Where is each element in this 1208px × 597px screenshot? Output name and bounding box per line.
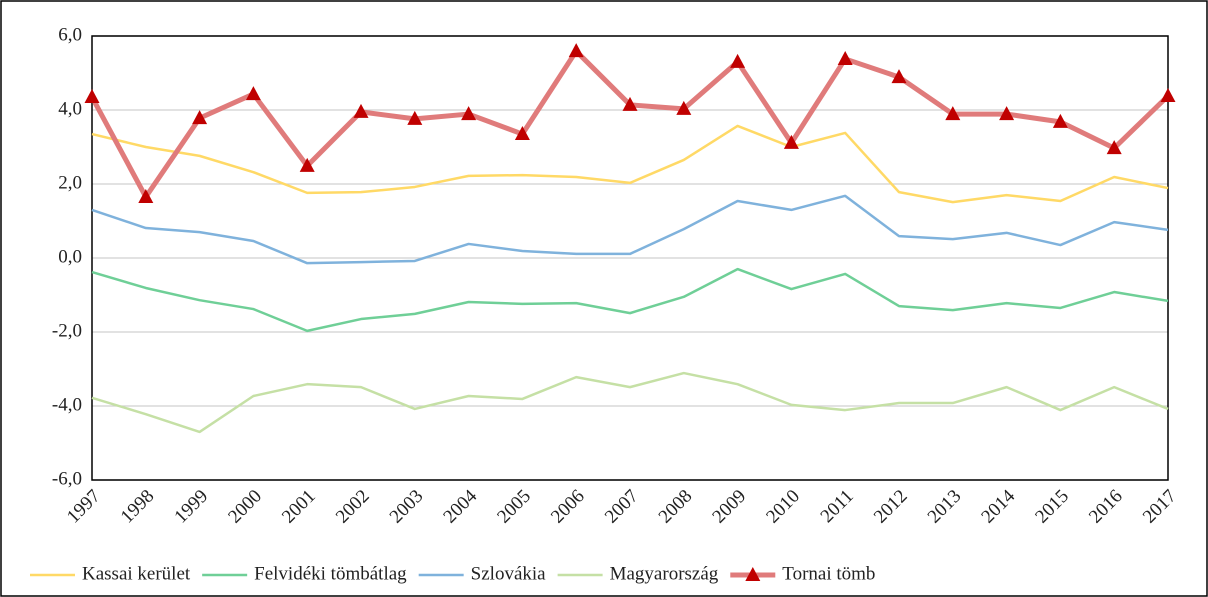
point-marker (407, 110, 423, 125)
y-tick-label: -4,0 (52, 394, 82, 415)
series-line (91, 371, 1169, 434)
point-marker (299, 157, 315, 172)
point-marker (783, 134, 799, 149)
point-marker (353, 103, 369, 118)
series-line (91, 194, 1169, 265)
point-marker (245, 86, 261, 101)
legend-label: Kassai kerület (82, 563, 191, 584)
y-tick-label: -6,0 (52, 468, 82, 489)
point-marker (514, 126, 530, 141)
point-marker (138, 188, 154, 203)
point-marker (568, 43, 584, 58)
point-marker (622, 96, 638, 111)
point-marker (1106, 140, 1122, 155)
y-tick-label: 0,0 (58, 246, 82, 267)
legend-label: Magyarország (610, 563, 719, 584)
legend-label: Felvidéki tömbátlag (254, 563, 407, 584)
y-tick-label: 6,0 (58, 24, 82, 45)
series-line (91, 124, 1169, 204)
legend-label: Szlovákia (471, 563, 546, 584)
point-marker (891, 69, 907, 84)
point-marker (1052, 113, 1068, 128)
y-tick-label: 4,0 (58, 98, 82, 119)
point-marker (837, 50, 853, 65)
y-tick-label: -2,0 (52, 320, 82, 341)
point-marker (1160, 87, 1176, 102)
y-tick-label: 2,0 (58, 172, 82, 193)
legend-marker (745, 567, 761, 581)
point-marker (461, 106, 477, 121)
plot-frame (91, 35, 1169, 481)
point-marker (676, 100, 692, 115)
series-line (91, 267, 1169, 333)
point-marker (945, 106, 961, 121)
point-marker (192, 110, 208, 125)
point-marker (999, 106, 1015, 121)
legend-label: Tornai tömb (782, 563, 875, 584)
point-marker (730, 53, 746, 68)
point-marker (84, 89, 100, 104)
